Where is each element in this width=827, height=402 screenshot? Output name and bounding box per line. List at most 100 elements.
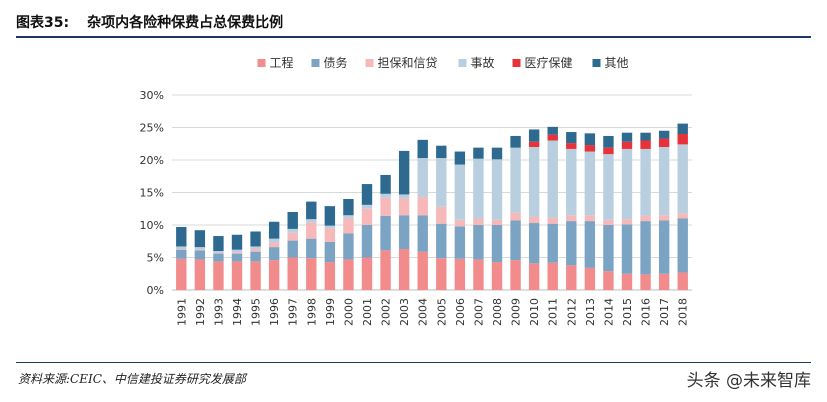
x-tick-label: 1994 (231, 298, 244, 326)
bar-segment (603, 219, 614, 225)
bar-segment (250, 261, 261, 290)
x-tick-label: 2016 (640, 298, 653, 326)
legend-label: 担保和信贷 (378, 56, 438, 70)
bar-segment (510, 260, 521, 290)
bar-segment (324, 241, 336, 263)
bar-segment (361, 204, 373, 209)
bar-segment (343, 215, 354, 219)
x-tick-label: 2008 (491, 298, 504, 326)
bar-segment (417, 215, 428, 252)
bar-segment (213, 251, 224, 253)
bar-segment (306, 258, 317, 290)
bar-segment (640, 221, 651, 275)
bar-segment (566, 221, 577, 266)
bar-segment (380, 197, 391, 216)
bar-segment (566, 132, 577, 144)
bar-segment (287, 212, 298, 229)
bar-segment (454, 219, 466, 227)
bar-segment (268, 238, 280, 243)
bar-segment (194, 249, 206, 251)
bar-segment (473, 259, 484, 290)
legend-label: 债务 (324, 55, 348, 70)
bar-segment (510, 220, 521, 261)
legend-label: 工程 (270, 55, 294, 70)
bar-segment (417, 251, 428, 290)
bar-segment (658, 215, 670, 221)
bar-segment (677, 123, 688, 134)
bar-segment (306, 219, 317, 223)
bar-segment (528, 216, 540, 224)
bar-segment (287, 257, 298, 290)
x-tick-label: 1991 (175, 298, 188, 326)
bar-segment (287, 228, 298, 233)
bar-segment (250, 249, 261, 252)
x-tick-label: 2003 (398, 298, 411, 326)
bar-segment (231, 249, 243, 253)
bar-segment (640, 274, 651, 290)
y-tick-label: 25% (140, 122, 164, 135)
bar-segment (213, 261, 224, 290)
y-tick-label: 30% (140, 89, 164, 102)
bar-segment (491, 147, 503, 160)
x-tick-label: 1993 (212, 298, 225, 326)
bar-segment (176, 246, 187, 250)
x-tick-label: 2007 (472, 298, 485, 326)
title-bar: 图表35: 杂项内各险种保费占总保费比例 (16, 8, 811, 38)
bar-segment (584, 267, 596, 290)
bar-segment (603, 147, 614, 155)
x-tick-label: 2004 (417, 298, 430, 326)
x-tick-label: 2013 (584, 298, 597, 326)
bar-segment (473, 218, 484, 225)
bar-segment (454, 164, 466, 220)
y-tick-label: 15% (140, 187, 164, 200)
bar-segment (528, 147, 540, 217)
bar-segment (324, 206, 336, 226)
x-tick-label: 2000 (342, 298, 355, 326)
figure-label: 图表35: (16, 15, 70, 31)
bar-segment (491, 225, 503, 263)
bar-segment (621, 148, 633, 220)
bar-segment (547, 223, 558, 263)
x-tick-label: 2006 (454, 298, 467, 326)
bar-segment (621, 219, 633, 225)
bar-segment (584, 133, 596, 146)
bar-segment (361, 225, 373, 258)
bar-segment (213, 236, 224, 251)
bar-segment (194, 230, 206, 248)
bar-segment (584, 221, 596, 268)
bar-segment (194, 247, 206, 250)
legend-swatch (311, 59, 320, 67)
bar-segment (361, 208, 373, 225)
bar-segment (473, 158, 484, 219)
legend-label: 其他 (605, 56, 629, 70)
bar-segment (658, 138, 670, 147)
bar-segment (584, 145, 596, 152)
bar-segment (361, 184, 373, 205)
bar-segment (287, 240, 298, 258)
bar-segment (658, 147, 670, 216)
bar-segment (398, 194, 410, 199)
bar-segment (194, 250, 206, 260)
bar-segment (491, 262, 503, 290)
x-tick-label: 1998 (305, 298, 318, 326)
bar-segment (417, 158, 428, 198)
bar-segment (306, 238, 317, 259)
bar-segment (621, 224, 633, 274)
legend-swatch (365, 59, 374, 67)
bar-segment (528, 129, 540, 142)
x-tick-label: 2018 (677, 298, 690, 326)
bar-segment (213, 252, 224, 254)
bar-segment (398, 215, 410, 250)
x-tick-label: 1996 (268, 298, 281, 326)
chart-title: 杂项内各险种保费占总保费比例 (87, 15, 284, 31)
bar-segment (287, 232, 298, 241)
bar-segment (454, 258, 466, 290)
bar-segment (547, 126, 558, 135)
bar-segment (268, 221, 280, 239)
x-tick-label: 2011 (547, 298, 560, 326)
bar-segment (658, 220, 670, 274)
bar-segment (491, 159, 503, 220)
bar-segment (640, 148, 651, 216)
bar-segment (454, 226, 466, 259)
x-tick-label: 1997 (287, 298, 300, 326)
